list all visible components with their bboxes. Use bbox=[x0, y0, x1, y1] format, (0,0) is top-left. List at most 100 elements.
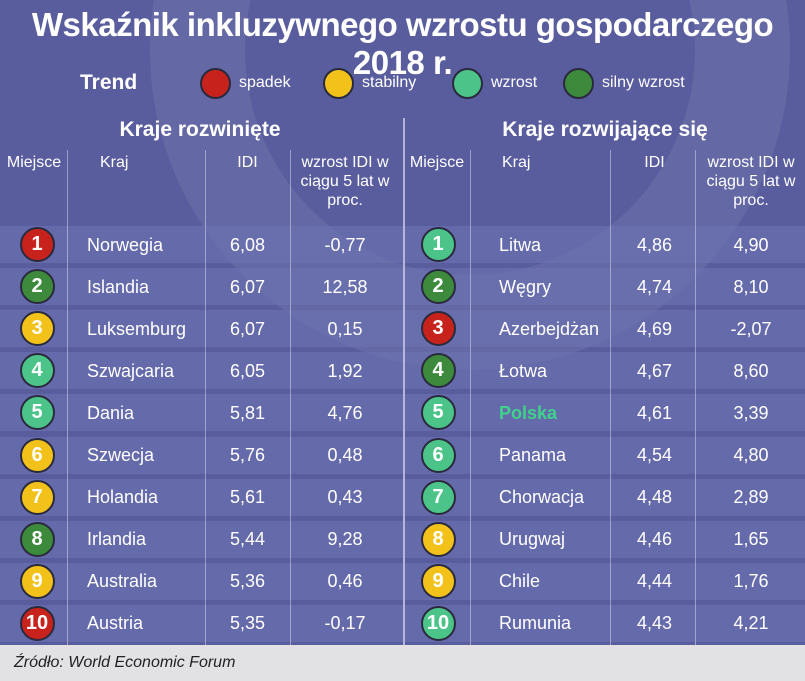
idi-value: 6,07 bbox=[229, 276, 266, 297]
growth-value: 9,28 bbox=[327, 529, 363, 550]
country-name: Norwegia bbox=[87, 234, 164, 255]
rank-badge: 6 bbox=[420, 437, 456, 473]
idi-value: 4,46 bbox=[636, 529, 673, 550]
rank-badge: 9 bbox=[420, 563, 456, 599]
country-name: Litwa bbox=[499, 234, 542, 255]
country-name: Chorwacja bbox=[499, 487, 585, 508]
col-header-country: Kraj bbox=[502, 154, 531, 171]
rank-badge: 10 bbox=[420, 605, 456, 641]
country-name: Islandia bbox=[87, 276, 150, 297]
idi-value: 4,74 bbox=[636, 276, 673, 297]
row-band bbox=[0, 226, 805, 263]
idi-value: 5,35 bbox=[229, 613, 266, 634]
idi-value: 4,69 bbox=[636, 318, 673, 339]
legend-swatch bbox=[323, 67, 354, 99]
growth-value: 3,39 bbox=[733, 402, 769, 423]
rank-badge: 7 bbox=[19, 479, 55, 515]
country-name: Panama bbox=[499, 445, 567, 465]
growth-value: 0,46 bbox=[327, 571, 363, 592]
growth-value: 0,15 bbox=[327, 318, 363, 339]
col-header-rank: Miejsce bbox=[409, 154, 465, 171]
legend-swatch bbox=[200, 67, 231, 99]
rank-badge: 4 bbox=[420, 353, 456, 389]
rank-badge: 5 bbox=[19, 395, 55, 431]
col-header-idi: IDI bbox=[237, 154, 258, 171]
country-name: Irlandia bbox=[87, 529, 147, 550]
idi-value: 4,67 bbox=[636, 360, 673, 381]
growth-value: 1,65 bbox=[733, 529, 769, 550]
growth-value: 4,80 bbox=[733, 445, 769, 465]
col-header-growth: wzrost IDI w ciągu 5 lat w proc. bbox=[300, 154, 390, 209]
idi-value: 5,36 bbox=[229, 571, 266, 592]
page-title: Wskaźnik inkluzywnego wzrostu gospodarcz… bbox=[31, 6, 774, 81]
rank-badge: 8 bbox=[420, 521, 456, 557]
country-name: Holandia bbox=[87, 487, 159, 508]
growth-value: -0,77 bbox=[324, 234, 366, 255]
idi-value: 4,61 bbox=[636, 402, 673, 423]
table-panel: Wskaźnik inkluzywnego wzrostu gospodarcz… bbox=[0, 0, 805, 645]
row-band bbox=[0, 520, 805, 558]
column-rule bbox=[205, 150, 206, 645]
rank-badge: 6 bbox=[19, 437, 55, 473]
idi-value: 6,08 bbox=[229, 234, 266, 255]
col-header-country: Kraj bbox=[100, 154, 129, 171]
row-band bbox=[0, 310, 805, 348]
country-name: Dania bbox=[87, 402, 135, 423]
row-band bbox=[0, 394, 805, 432]
col-header-rank: Miejsce bbox=[6, 154, 62, 171]
growth-value: 1,92 bbox=[327, 360, 363, 381]
section-title-developing: Kraje rozwijające się bbox=[502, 118, 708, 141]
rank-badge: 7 bbox=[420, 479, 456, 515]
row-band bbox=[0, 268, 805, 306]
rank-badge: 8 bbox=[19, 521, 55, 557]
column-rule bbox=[67, 150, 68, 645]
rank-badge: 1 bbox=[19, 227, 55, 262]
legend-item: spadek bbox=[200, 67, 291, 99]
country-name: Szwajcaria bbox=[87, 360, 175, 381]
growth-value: 12,58 bbox=[322, 276, 368, 297]
growth-value: 0,48 bbox=[327, 445, 363, 465]
section-divider bbox=[403, 118, 405, 645]
col-header-growth: wzrost IDI w ciągu 5 lat w proc. bbox=[706, 154, 796, 209]
row-band bbox=[0, 604, 805, 642]
column-rule bbox=[610, 150, 611, 645]
legend-item: wzrost bbox=[452, 67, 537, 99]
legend-label: spadek bbox=[239, 74, 291, 91]
legend-label: wzrost bbox=[491, 74, 538, 91]
growth-value: 4,76 bbox=[327, 402, 363, 423]
country-name: Rumunia bbox=[499, 613, 572, 634]
growth-value: 4,21 bbox=[733, 613, 769, 634]
column-rule bbox=[695, 150, 696, 645]
idi-value: 4,44 bbox=[636, 571, 673, 592]
source-note: Źródło: World Economic Forum bbox=[14, 654, 236, 671]
legend-label: silny wzrost bbox=[602, 74, 685, 91]
country-name: Chile bbox=[499, 571, 541, 592]
legend-item: silny wzrost bbox=[563, 67, 685, 99]
idi-value: 5,76 bbox=[229, 445, 266, 465]
legend-swatch bbox=[563, 67, 594, 99]
country-name: Łotwa bbox=[499, 360, 548, 381]
rank-badge: 2 bbox=[420, 269, 456, 305]
rank-badge: 4 bbox=[19, 353, 55, 389]
country-name: Austria bbox=[87, 613, 144, 634]
idi-value: 4,48 bbox=[636, 487, 673, 508]
country-name: Azerbejdżan bbox=[499, 318, 600, 339]
rank-badge: 10 bbox=[19, 605, 55, 641]
section-title-developed: Kraje rozwinięte bbox=[119, 118, 281, 141]
country-name: Węgry bbox=[499, 276, 552, 297]
column-rule bbox=[290, 150, 291, 645]
row-band bbox=[0, 478, 805, 516]
rank-badge: 9 bbox=[19, 563, 55, 599]
growth-value: -0,17 bbox=[324, 613, 366, 634]
idi-value: 6,07 bbox=[229, 318, 266, 339]
idi-value: 5,81 bbox=[229, 402, 266, 423]
idi-value: 5,61 bbox=[229, 487, 266, 508]
legend-swatch bbox=[452, 67, 483, 99]
rank-badge: 3 bbox=[420, 311, 456, 347]
rank-badge: 2 bbox=[19, 269, 55, 305]
row-band bbox=[0, 562, 805, 600]
idi-value: 4,43 bbox=[636, 613, 673, 634]
col-header-idi: IDI bbox=[644, 154, 665, 171]
growth-value: 1,76 bbox=[733, 571, 769, 592]
